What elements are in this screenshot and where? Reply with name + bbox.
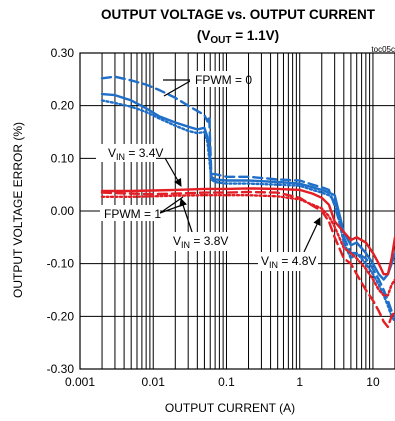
series-fpwm0-dash bbox=[100, 75, 395, 318]
fpwm0-label: FPWM = 0 bbox=[195, 73, 252, 87]
annotation-arrows bbox=[159, 79, 321, 253]
chart-title: OUTPUT VOLTAGE vs. OUTPUT CURRENT bbox=[101, 7, 376, 22]
y-tick-label: -0.30 bbox=[47, 362, 75, 376]
y-tick-label: -0.20 bbox=[47, 309, 75, 323]
series-fpwm1-solid bbox=[100, 187, 395, 276]
x-tick-label: 0.001 bbox=[65, 375, 95, 389]
vin38-label-bg bbox=[170, 232, 228, 251]
x-tick-labels: 0.001 0.01 0.1 1 10 bbox=[65, 375, 380, 389]
y-axis-label: OUTPUT VOLTAGE ERROR (%) bbox=[11, 122, 25, 298]
grid bbox=[79, 52, 395, 370]
y-tick-label: 0.00 bbox=[51, 204, 75, 218]
vin48-label: VIN = 4.8V bbox=[261, 254, 316, 270]
series-fpwm0-solid bbox=[100, 92, 395, 281]
y-tick-label: 0.30 bbox=[51, 46, 75, 60]
x-tick-label: 0.1 bbox=[218, 375, 235, 389]
vin34-arrow bbox=[164, 157, 182, 187]
x-axis-label: OUTPUT CURRENT (A) bbox=[165, 401, 295, 415]
chart-subtitle: (VOUT = 1.1V) bbox=[197, 28, 279, 46]
y-tick-label: -0.10 bbox=[47, 257, 75, 271]
y-tick-label: 0.10 bbox=[51, 151, 75, 165]
fpwm1-leader-1 bbox=[159, 196, 184, 214]
vin48-arrow bbox=[303, 217, 321, 253]
series-layer bbox=[100, 75, 395, 329]
figure-tag: toc05c bbox=[371, 45, 395, 54]
vin34-label: VIN = 3.4V bbox=[108, 146, 163, 162]
fpwm0-leader-2 bbox=[163, 79, 193, 97]
vin48-label-bg bbox=[258, 252, 318, 271]
x-tick-label: 0.01 bbox=[142, 375, 166, 389]
x-tick-label: 1 bbox=[296, 375, 303, 389]
vin38-arrow bbox=[179, 198, 194, 236]
x-tick-label: 10 bbox=[366, 375, 380, 389]
vin34-label-bg bbox=[96, 144, 156, 162]
fpwm1-label: FPWM = 1 bbox=[104, 207, 161, 221]
series-fpwm1-dot bbox=[100, 194, 395, 297]
plot-frame bbox=[79, 52, 395, 370]
y-tick-labels: 0.30 0.20 0.10 0.00 -0.10 -0.20 -0.30 bbox=[47, 46, 75, 376]
series-fpwm0-dot bbox=[100, 99, 395, 323]
y-tick-label: 0.20 bbox=[51, 99, 75, 113]
vin38-label: VIN = 3.8V bbox=[173, 234, 228, 250]
fpwm1-leader-2 bbox=[159, 203, 186, 214]
fpwm0-label-bg bbox=[190, 71, 238, 87]
fpwm1-label-bg bbox=[100, 205, 160, 221]
series-fpwm1-dash bbox=[100, 190, 395, 329]
